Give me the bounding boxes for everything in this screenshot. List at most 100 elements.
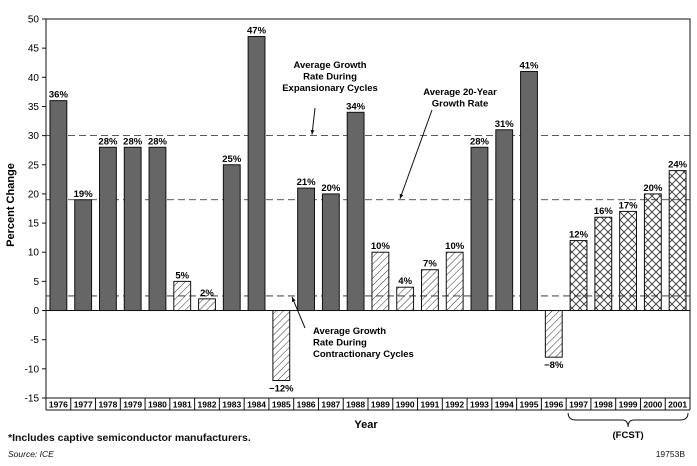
bar-data-label: 28% bbox=[470, 136, 490, 147]
bar-data-label: 20% bbox=[643, 183, 663, 194]
annotation-arrowhead bbox=[399, 193, 404, 199]
forecast-bracket bbox=[567, 412, 689, 428]
y-axis-title: Percent Change bbox=[5, 163, 17, 247]
bar-data-label: 28% bbox=[148, 136, 168, 147]
bar-data-label: 36% bbox=[49, 90, 69, 101]
bar-data-label: 7% bbox=[423, 259, 437, 270]
bar-data-label: −8% bbox=[544, 360, 564, 371]
x-tick-label: 1988 bbox=[346, 400, 365, 410]
footnote: *Includes captive semiconductor manufact… bbox=[8, 432, 251, 444]
bar-data-label: 20% bbox=[321, 183, 341, 194]
y-tick-label: 30 bbox=[28, 131, 40, 142]
reference-line-label: Contractionary Cycles bbox=[313, 349, 414, 360]
reference-line-label: Average Growth bbox=[293, 60, 366, 71]
bar-data-label: 31% bbox=[495, 119, 515, 130]
x-tick-label: 1989 bbox=[371, 400, 390, 410]
bar-data-label: 10% bbox=[445, 241, 465, 252]
bar-data-label: 28% bbox=[123, 136, 143, 147]
y-tick-label: 20 bbox=[28, 189, 40, 200]
x-tick-label: 1991 bbox=[420, 400, 439, 410]
bar bbox=[222, 164, 241, 312]
x-tick-label: 1980 bbox=[148, 400, 167, 410]
bar bbox=[297, 187, 315, 312]
bar bbox=[668, 170, 687, 312]
bar bbox=[569, 240, 588, 312]
bar-data-label: 47% bbox=[247, 25, 267, 36]
bar bbox=[371, 251, 390, 312]
x-tick-label: 1998 bbox=[594, 400, 613, 410]
y-tick-label: 40 bbox=[28, 73, 40, 84]
bar-data-label: 41% bbox=[519, 60, 539, 71]
x-tick-label: 1979 bbox=[123, 400, 142, 410]
bar bbox=[445, 251, 464, 312]
reference-line-label: Average Growth bbox=[313, 326, 386, 337]
bar-data-label: 21% bbox=[297, 177, 317, 188]
x-tick-label: 1981 bbox=[173, 400, 192, 410]
annotation-arrowhead bbox=[310, 129, 315, 135]
bar-data-label: 34% bbox=[346, 101, 366, 112]
y-tick-label: 5 bbox=[33, 277, 39, 288]
y-tick-label: 0 bbox=[33, 306, 39, 317]
bar bbox=[643, 193, 662, 312]
y-tick-label: 50 bbox=[28, 15, 40, 26]
bar bbox=[321, 193, 340, 312]
x-tick-label: 1995 bbox=[520, 400, 539, 410]
bar-data-label: 25% bbox=[222, 154, 242, 165]
bar-data-label: 24% bbox=[668, 160, 688, 171]
x-tick-label: 1990 bbox=[396, 400, 415, 410]
y-tick-label: 15 bbox=[28, 219, 40, 230]
reference-line-label: Rate During bbox=[303, 72, 357, 83]
bar bbox=[470, 146, 489, 312]
x-tick-label: 1985 bbox=[272, 400, 291, 410]
reference-line-label: Growth Rate bbox=[432, 99, 488, 110]
x-tick-label: 2000 bbox=[643, 400, 662, 410]
bar bbox=[544, 310, 563, 358]
x-tick-label: 1984 bbox=[247, 400, 266, 410]
x-tick-label: 1996 bbox=[544, 400, 563, 410]
bar-data-label: 19% bbox=[74, 189, 94, 200]
bar bbox=[123, 146, 142, 312]
plot-area: -15 -10 -5 0 5 10 15 20 25 30 35 40 45 50 36% 19% 28% 28%… bbox=[25, 15, 691, 441]
bar-data-label: 16% bbox=[594, 206, 614, 217]
x-tick-label: 2001 bbox=[668, 400, 687, 410]
bar-data-label: 17% bbox=[619, 200, 639, 211]
bar bbox=[272, 310, 291, 382]
bar bbox=[495, 129, 514, 312]
reference-line-label: Average 20-Year bbox=[423, 87, 497, 98]
bar bbox=[173, 280, 192, 312]
x-tick-label: 1997 bbox=[569, 400, 588, 410]
y-tick-label: -5 bbox=[30, 335, 39, 346]
bar-data-label: 4% bbox=[398, 276, 412, 287]
x-tick-label: 1999 bbox=[619, 400, 638, 410]
annotation-arrowhead bbox=[291, 296, 296, 302]
bar-data-label: 12% bbox=[569, 230, 589, 241]
bar bbox=[148, 146, 167, 312]
bar bbox=[198, 298, 216, 312]
y-tick-label: 10 bbox=[28, 248, 40, 259]
reference-line-label: Rate During bbox=[313, 338, 367, 349]
bar bbox=[619, 210, 637, 312]
forecast-label: (FCST) bbox=[613, 430, 644, 441]
bar-data-label: 5% bbox=[175, 270, 189, 281]
bar bbox=[421, 269, 439, 312]
x-tick-label: 1983 bbox=[222, 400, 241, 410]
source-note: Source: ICE bbox=[8, 449, 54, 459]
reference-line-label: Expansionary Cycles bbox=[282, 83, 378, 94]
bar bbox=[74, 199, 93, 312]
bar bbox=[99, 146, 117, 312]
bar-data-label: 2% bbox=[200, 288, 214, 299]
annotation-arrow bbox=[399, 109, 433, 199]
x-tick-label: 1977 bbox=[74, 400, 93, 410]
bar bbox=[247, 35, 266, 312]
bar bbox=[49, 100, 68, 312]
x-tick-label: 1986 bbox=[297, 400, 316, 410]
bar-data-label: 28% bbox=[98, 136, 118, 147]
x-tick-label: 1987 bbox=[321, 400, 340, 410]
x-tick-label: 1994 bbox=[495, 400, 514, 410]
y-tick-label: 45 bbox=[28, 44, 40, 55]
annotation-arrow bbox=[291, 296, 306, 329]
x-tick-label: 1982 bbox=[198, 400, 217, 410]
y-tick-label: -10 bbox=[25, 364, 40, 375]
x-tick-label: 1976 bbox=[49, 400, 68, 410]
bar bbox=[520, 70, 538, 312]
